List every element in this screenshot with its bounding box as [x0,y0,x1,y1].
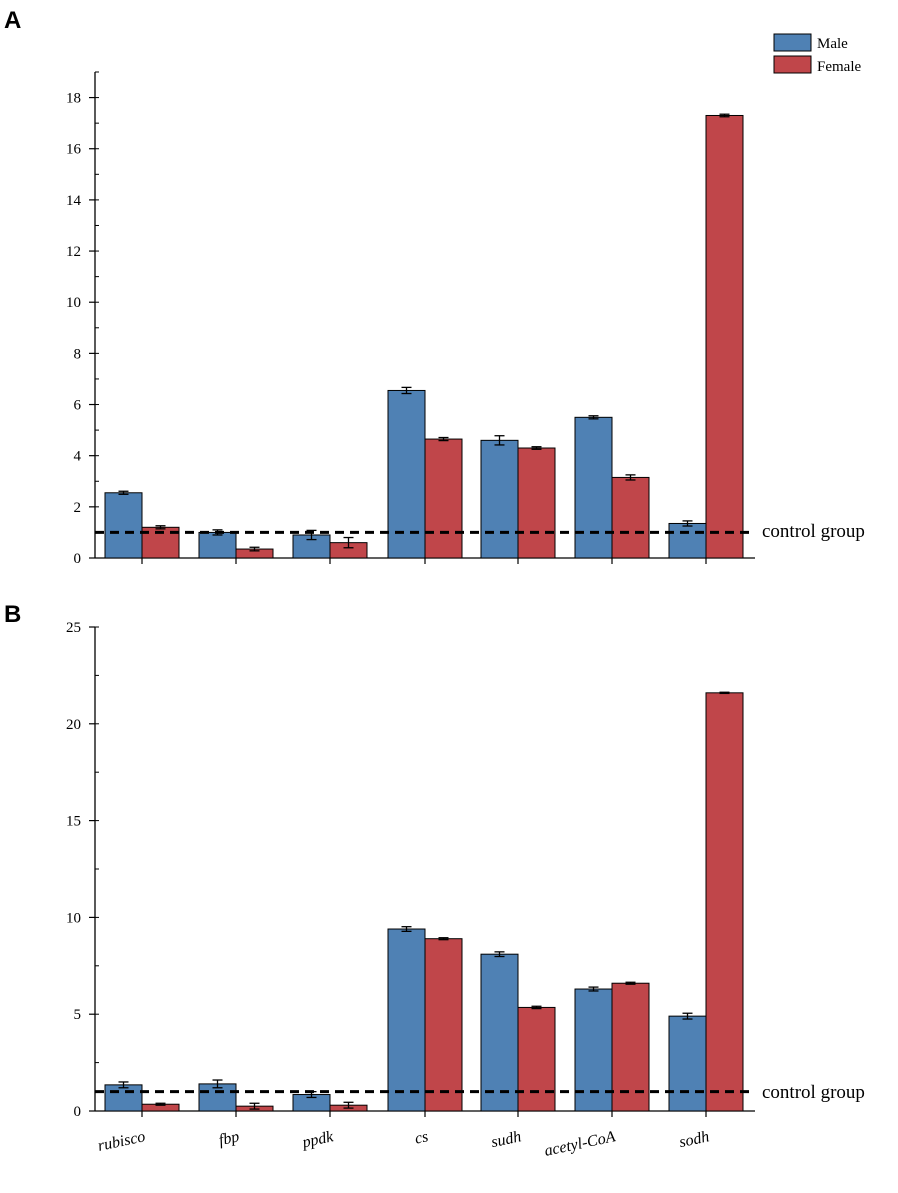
panel-a-y-tick-label: 0 [74,551,82,567]
panel-a-y-tick-label: 4 [74,449,82,465]
x-category-label: fbp [217,1128,241,1149]
panel-b-bar-female-sudh [517,1006,556,1112]
panel-a-bar-male-fbp [198,531,237,559]
panel-b-y-tick-label: 10 [66,910,81,926]
x-category-label: sudh [490,1128,523,1151]
panel-b-y-tick-label: 25 [66,620,81,636]
x-category-label: cs [413,1128,430,1147]
panel-b-plot: 0 5 10 15 20 25 rubisco fbp ppdk cs sudh acetyl-CoA… [66,620,755,1160]
panel-a-bar-male-acetyl-CoA [574,416,613,559]
panel-a-bar-male-sodh [668,522,707,559]
panel-a-y-tick-label: 10 [66,295,81,311]
panel-a-y-tick-label: 6 [74,398,82,414]
legend-female-label: Female [817,59,861,75]
panel-a-bar-female-acetyl-CoA [611,476,650,559]
panel-b-bar-male-cs [387,928,426,1112]
panel-a-bar-male-rubisco [104,492,143,559]
panel-b-y-tick-label: 0 [74,1104,82,1120]
panel-b-bar-female-sodh [705,692,744,1112]
panel-b-bar-male-sudh [480,953,519,1112]
panel-b-y-tick-label: 20 [66,717,81,733]
panel-a-bar-female-sodh [705,114,744,559]
legend-male-swatch [773,33,812,52]
panel-b-bar-male-sodh [668,1015,707,1112]
panel-a-y-tick-label: 2 [74,500,82,516]
x-category-label: sodh [678,1128,711,1151]
panel-a-y-tick-label: 18 [66,91,81,107]
panel-a-y-tick-label: 14 [66,193,82,209]
panel-b-letter: B [4,601,21,628]
legend: Male Female [773,33,861,75]
panel-a-bar-male-sudh [480,439,519,559]
panel-b-bar-male-rubisco [104,1084,143,1112]
x-category-label: ppdk [300,1128,336,1151]
panel-a-bar-female-cs [424,438,463,559]
panel-b-bar-female-acetyl-CoA [611,982,650,1112]
panel-a-letter: A [4,7,21,34]
panel-a-y-tick-label: 12 [66,244,81,260]
legend-female-swatch [773,55,812,74]
panel-a-control-label: control group [762,521,865,542]
panel-b-control-label: control group [762,1082,865,1103]
panel-a-y-tick-label: 16 [66,142,82,158]
x-category-label: rubisco [96,1128,146,1155]
panel-b-y-tick-label: 15 [66,814,81,830]
x-category-label: acetyl-CoA [543,1128,617,1160]
panel-a-bar-female-sudh [517,447,556,559]
panel-a-y-tick-label: 8 [74,346,82,362]
panel-b-bar-female-cs [424,938,463,1112]
panel-a-bar-male-cs [387,389,426,559]
panel-b-y-tick-label: 5 [74,1007,82,1023]
panel-a-plot: 0 2 4 6 8 10 12 14 16 18 [66,71,755,567]
legend-male-label: Male [817,36,848,52]
